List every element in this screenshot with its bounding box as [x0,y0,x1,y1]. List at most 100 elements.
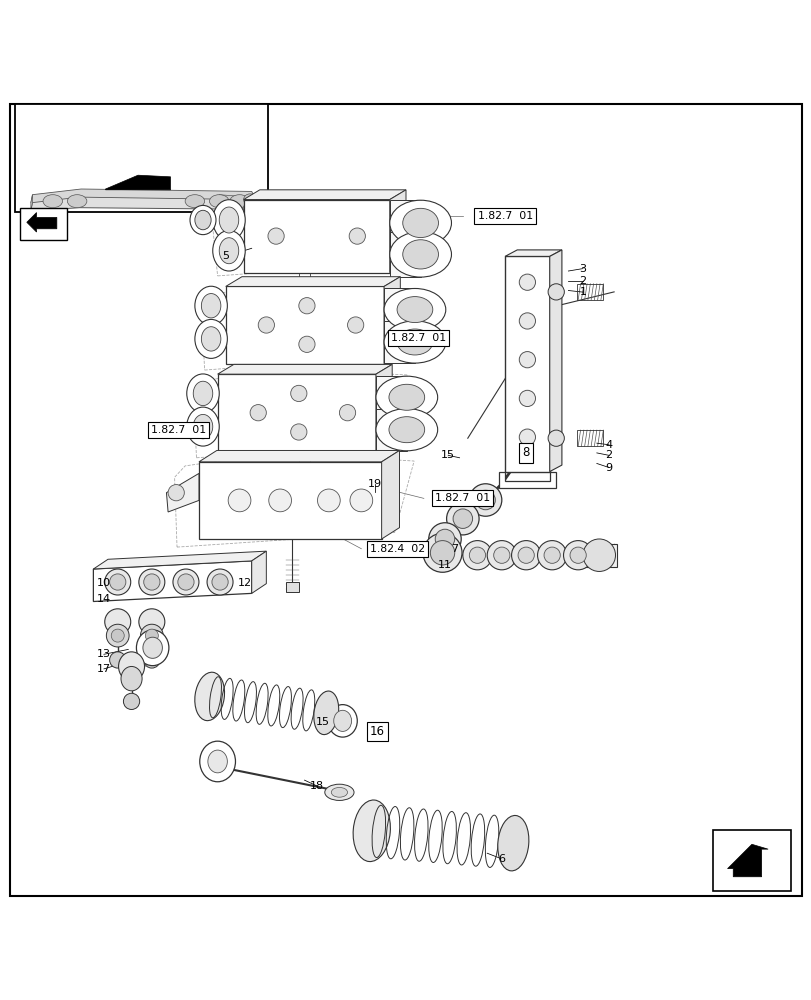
Ellipse shape [469,547,485,563]
Text: 12: 12 [238,578,252,588]
Ellipse shape [193,381,212,406]
Ellipse shape [228,489,251,512]
Text: 1.82.7  01: 1.82.7 01 [151,425,206,435]
Polygon shape [389,190,406,273]
Ellipse shape [423,533,461,572]
Ellipse shape [212,230,245,271]
Ellipse shape [518,274,534,290]
Ellipse shape [384,321,445,363]
Polygon shape [251,551,266,593]
Ellipse shape [106,624,129,647]
Ellipse shape [219,238,238,264]
Ellipse shape [518,313,534,329]
Bar [375,409,406,451]
Polygon shape [384,277,400,364]
Bar [712,830,790,891]
Ellipse shape [402,208,438,238]
Bar [375,376,406,418]
Bar [243,200,389,273]
Text: 17: 17 [97,664,111,674]
Ellipse shape [268,228,284,244]
Polygon shape [225,277,400,286]
Ellipse shape [143,637,162,658]
Ellipse shape [111,629,124,642]
Ellipse shape [118,652,144,681]
Ellipse shape [430,541,454,565]
Ellipse shape [243,194,256,205]
Ellipse shape [193,414,212,439]
Bar [225,286,384,364]
Ellipse shape [331,787,347,797]
Ellipse shape [446,502,478,535]
Text: 2: 2 [579,276,586,286]
Ellipse shape [212,200,245,240]
Ellipse shape [389,200,451,246]
Polygon shape [375,364,392,451]
Ellipse shape [328,705,357,737]
Ellipse shape [109,574,126,590]
Polygon shape [31,195,32,211]
Ellipse shape [212,574,228,590]
Text: 1.82.7  01: 1.82.7 01 [477,211,532,221]
Polygon shape [166,473,199,512]
Text: 15: 15 [440,450,455,460]
Ellipse shape [388,417,424,443]
Ellipse shape [208,750,227,773]
Ellipse shape [201,327,221,351]
Ellipse shape [353,800,390,862]
Ellipse shape [168,485,184,501]
Ellipse shape [144,574,160,590]
Bar [15,104,268,212]
Polygon shape [549,250,561,472]
Bar [384,288,414,331]
Ellipse shape [123,693,139,709]
Polygon shape [381,450,399,539]
Ellipse shape [139,569,165,595]
Polygon shape [105,175,170,190]
Ellipse shape [428,523,461,555]
Ellipse shape [121,666,142,691]
Polygon shape [243,190,406,200]
Ellipse shape [145,629,158,642]
Polygon shape [27,213,57,232]
Ellipse shape [511,541,540,570]
Text: 8: 8 [521,446,530,459]
Ellipse shape [453,509,472,528]
Ellipse shape [402,240,438,269]
Text: 6: 6 [498,854,504,864]
Ellipse shape [518,390,534,407]
Ellipse shape [195,286,227,325]
Ellipse shape [105,609,131,635]
Text: 19: 19 [367,479,382,489]
Ellipse shape [475,490,495,510]
Bar [389,232,420,277]
Text: 15: 15 [315,717,330,727]
Ellipse shape [339,405,355,421]
Ellipse shape [543,547,560,563]
Text: 3: 3 [579,264,586,274]
Ellipse shape [195,210,211,230]
Ellipse shape [547,430,564,446]
Ellipse shape [563,541,592,570]
Bar [504,256,549,472]
Ellipse shape [313,691,338,735]
Ellipse shape [375,409,437,451]
Ellipse shape [324,784,354,800]
Ellipse shape [569,547,586,563]
Ellipse shape [178,574,194,590]
Ellipse shape [317,489,340,512]
Ellipse shape [518,429,534,445]
Polygon shape [504,250,561,256]
Ellipse shape [190,205,216,235]
Polygon shape [31,189,255,203]
Bar [199,462,381,539]
Bar [582,544,616,567]
Ellipse shape [375,376,437,418]
Ellipse shape [187,374,219,413]
Polygon shape [498,472,556,488]
Ellipse shape [230,195,249,208]
Ellipse shape [537,541,566,570]
Bar [389,200,420,246]
Ellipse shape [435,529,454,549]
Bar [576,430,602,446]
